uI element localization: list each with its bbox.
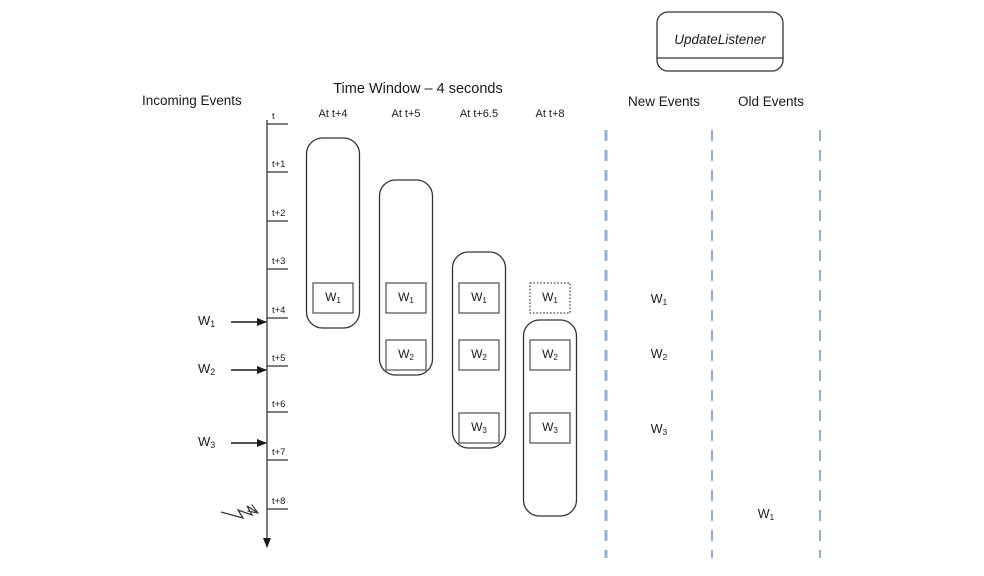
tick-label-2: t+2 <box>272 208 286 219</box>
listener-box-group <box>656 11 784 72</box>
tick-label-4: t+4 <box>272 305 286 316</box>
new-events-heading: New Events <box>627 94 701 109</box>
window-event-box-1-0 <box>385 282 427 314</box>
new-event-label-3: W3 <box>650 422 668 438</box>
incoming-event-label-2: W2 <box>198 361 216 378</box>
window-event-label-0-0: W1 <box>325 290 341 306</box>
tick-label-0: t <box>272 111 275 122</box>
incoming-event-label-1: W1 <box>198 313 216 330</box>
window-event-box-2-2 <box>458 412 500 444</box>
tick-label-5: t+5 <box>272 353 286 364</box>
tick-label-7: t+7 <box>272 447 286 458</box>
tick-label-1: t+1 <box>272 159 286 170</box>
window-event-box-2-0 <box>458 282 500 314</box>
incoming-event-label-3: W3 <box>198 434 216 451</box>
window-header-1: At t+5 <box>391 108 421 120</box>
tick-label-8: t+8 <box>272 496 286 507</box>
window-header-2: At t+6.5 <box>459 108 499 120</box>
window-event-label-1-0: W1 <box>398 290 414 306</box>
window-event-label-1-1: W2 <box>398 347 414 363</box>
new-event-label-2: W2 <box>650 347 668 363</box>
tick-label-3: t+3 <box>272 256 286 267</box>
window-event-label-3-1: W2 <box>542 347 558 363</box>
old-events-heading: Old Events <box>737 94 805 109</box>
old-event-label-1: W1 <box>757 507 775 523</box>
window-event-box-3-0 <box>529 282 571 314</box>
window-capsule-0 <box>305 137 361 329</box>
time-window-heading: Time Window – 4 seconds <box>333 81 503 97</box>
listener-class-title: UpdateListener <box>674 32 766 47</box>
window-header-0: At t+4 <box>318 108 348 120</box>
timeline-axis-group <box>220 120 288 548</box>
new-event-label-1: W1 <box>650 292 668 308</box>
tick-label-6: t+6 <box>272 399 286 410</box>
window-event-box-3-1 <box>529 339 571 371</box>
window-event-box-0-0 <box>312 282 354 314</box>
window-event-label-3-2: W3 <box>542 420 558 436</box>
window-event-box-1-1 <box>385 339 427 371</box>
listener-box-outline <box>656 11 784 72</box>
window-event-label-2-2: W3 <box>471 420 487 436</box>
lightning-bolt-icon <box>220 506 258 519</box>
window-capsule-1 <box>378 179 434 376</box>
window-event-label-3-0: W1 <box>542 290 558 306</box>
window-event-label-2-1: W2 <box>471 347 487 363</box>
window-event-box-2-1 <box>458 339 500 371</box>
window-capsules-group <box>305 137 578 517</box>
window-event-box-3-2 <box>529 412 571 444</box>
panel-dividers-group <box>604 130 821 558</box>
incoming-events-heading: Incoming Events <box>142 93 242 108</box>
window-capsule-3 <box>522 319 578 517</box>
window-header-3: At t+8 <box>535 108 565 120</box>
window-capsule-2 <box>451 251 507 449</box>
window-event-label-2-0: W1 <box>471 290 487 306</box>
